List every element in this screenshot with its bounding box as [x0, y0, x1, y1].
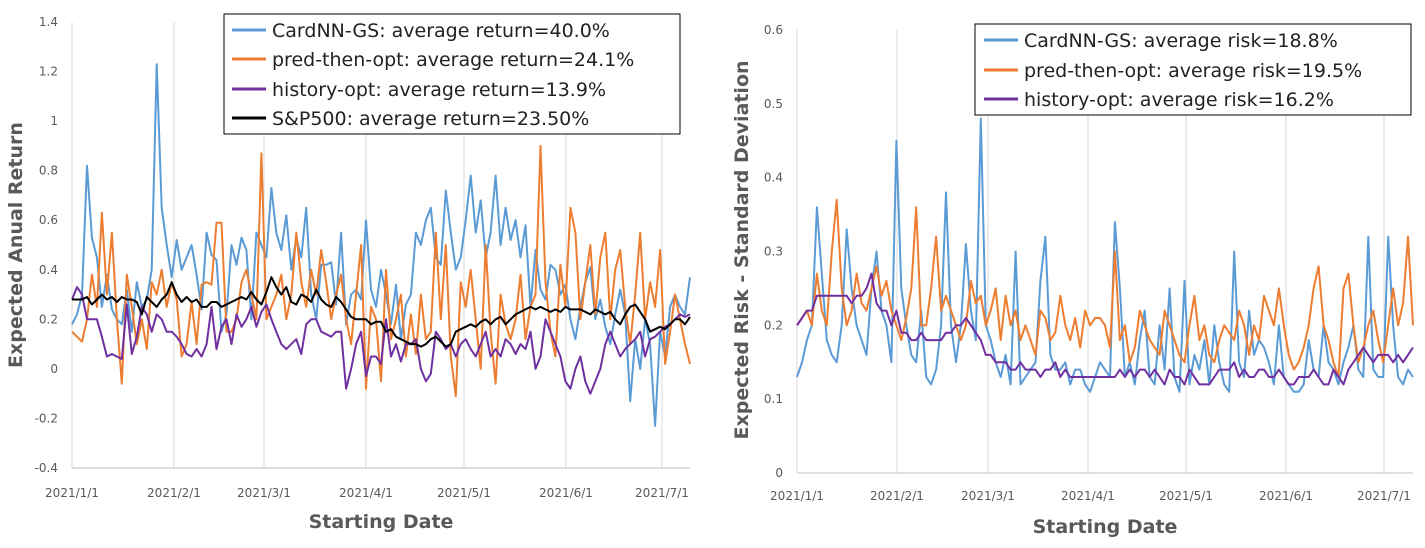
left-x-axis-title: Starting Date: [309, 511, 454, 533]
left-legend-box: [223, 13, 681, 135]
right-x-tick-label: 2021/6/1: [1259, 489, 1313, 503]
left-x-tick-label: 2021/6/1: [539, 486, 593, 500]
right-legend-box: [974, 23, 1412, 116]
right-y-tick-label: 0.6: [764, 23, 783, 37]
right-chart: 00.10.20.30.40.50.6 2021/1/1 2021/2/1 2021…: [731, 23, 1414, 538]
left-legend: CardNN-GS: average return=40.0% pred-the…: [223, 13, 681, 135]
left-legend-cardnn: CardNN-GS: average return=40.0%: [272, 20, 610, 42]
left-y-tick-label: 0.8: [39, 164, 58, 178]
right-x-tick-labels: 2021/1/1 2021/2/1 2021/3/1 2021/4/1 2021/5/1…: [770, 489, 1411, 503]
left-y-tick-label: 1.4: [39, 15, 58, 29]
right-y-tick-label: 0.2: [764, 318, 783, 332]
right-y-axis-title: Expected Risk - Standard Deviation: [731, 60, 753, 439]
right-series-history-opt: [796, 272, 1414, 386]
left-series-pred-then-opt: [71, 144, 691, 398]
left-series-history-opt: [71, 286, 691, 395]
right-x-tick-label: 2021/3/1: [961, 489, 1015, 503]
right-legend-pred: pred-then-opt: average risk=19.5%: [1024, 60, 1362, 82]
left-x-tick-label: 2021/3/1: [237, 486, 291, 500]
left-x-tick-label: 2021/7/1: [635, 486, 689, 500]
left-x-tick-label: 2021/4/1: [339, 486, 393, 500]
left-legend-pred: pred-then-opt: average return=24.1%: [272, 49, 634, 71]
right-x-tick-label: 2021/2/1: [870, 489, 924, 503]
right-legend: CardNN-GS: average risk=18.8% pred-then-…: [974, 23, 1412, 116]
right-y-tick-label: 0.4: [764, 171, 783, 185]
left-legend-history: history-opt: average return=13.9%: [272, 79, 606, 101]
right-y-tick-label: 0.3: [764, 245, 783, 259]
left-y-tick-label: 1: [50, 114, 58, 128]
left-chart: -0.4-0.200.20.40.60.811.21.4 2021/1/1 202…: [5, 13, 691, 533]
left-y-tick-label: 0.4: [39, 263, 58, 277]
left-y-axis-title: Expected Anual Return: [5, 122, 27, 368]
right-x-tick-label: 2021/1/1: [770, 489, 824, 503]
left-x-tick-label: 2021/5/1: [437, 486, 491, 500]
right-x-tick-label: 2021/4/1: [1061, 489, 1115, 503]
left-legend-sp500: S&P500: average return=23.50%: [272, 108, 589, 130]
left-y-tick-label: 0.6: [39, 213, 58, 227]
right-series-pred-then-opt: [796, 198, 1414, 378]
left-y-tick-label: 1.2: [39, 65, 58, 79]
left-y-tick-label: -0.4: [35, 461, 58, 475]
right-legend-cardnn: CardNN-GS: average risk=18.8%: [1024, 30, 1338, 52]
left-y-tick-labels: -0.4 -0.2 0 0.2 0.4 0.6 0.8 1 1.2 1.4: [35, 15, 58, 475]
right-y-tick-labels: 0 0.1 0.2 0.3 0.4 0.5 0.6: [764, 23, 783, 480]
left-y-tick-label: 0: [50, 362, 58, 376]
left-x-tick-label: 2021/1/1: [45, 486, 99, 500]
right-y-tick-label: 0.5: [764, 97, 783, 111]
right-y-tick-label: 0: [775, 466, 783, 480]
left-y-tick-label: -0.2: [35, 411, 58, 425]
left-x-tick-label: 2021/2/1: [147, 486, 201, 500]
right-x-tick-label: 2021/5/1: [1159, 489, 1213, 503]
left-x-tick-labels: 2021/1/1 2021/2/1 2021/3/1 2021/4/1 2021/5/1…: [45, 486, 689, 500]
right-legend-history: history-opt: average risk=16.2%: [1024, 89, 1334, 111]
left-series-s-p500: [72, 276, 691, 348]
right-x-axis-title: Starting Date: [1033, 516, 1178, 538]
left-y-tick-label: 0.2: [39, 312, 58, 326]
left-series-lines: [71, 63, 691, 427]
right-y-tick-label: 0.1: [764, 392, 783, 406]
right-series-lines: [796, 117, 1414, 393]
right-x-tick-label: 2021/7/1: [1357, 489, 1411, 503]
right-series-cardnn-gs: [796, 117, 1414, 393]
